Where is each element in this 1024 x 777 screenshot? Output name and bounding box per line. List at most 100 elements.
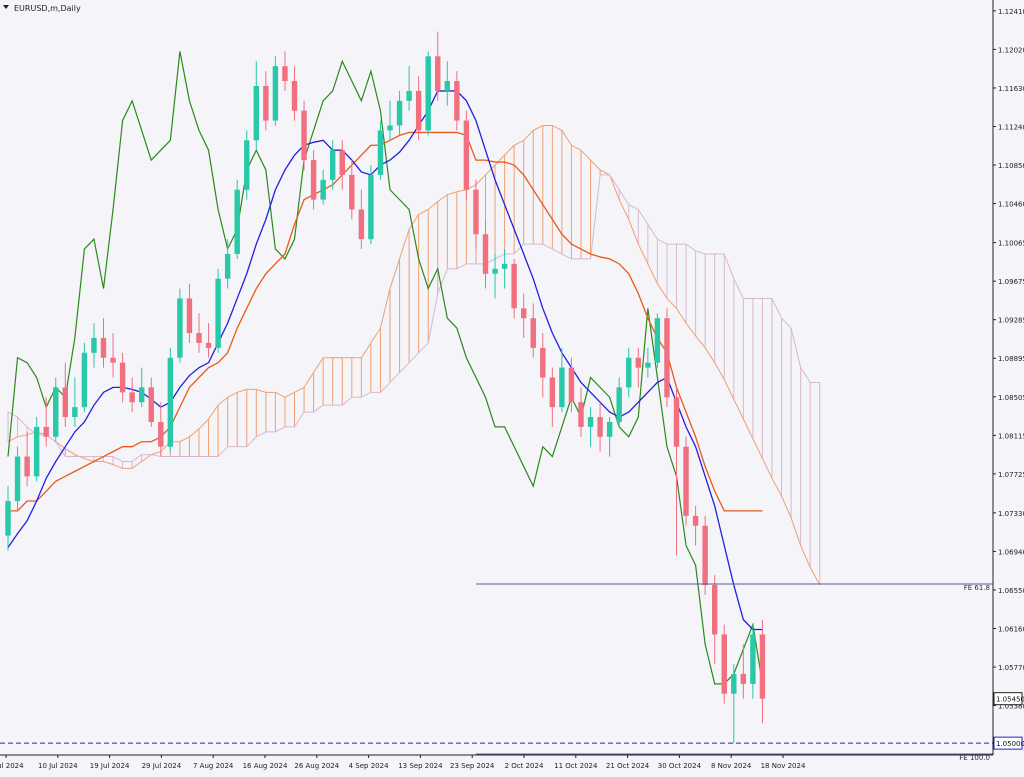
- bull-candle: [492, 268, 498, 274]
- x-tick-label: 8 Nov 2024: [711, 762, 752, 770]
- indicator-lines: [7, 51, 764, 685]
- support-price-label: 1.05000: [996, 740, 1024, 748]
- bear-candle: [740, 673, 747, 684]
- bear-candle: [549, 377, 556, 408]
- current-price-tag: [993, 692, 1023, 706]
- fe-level-label: FE 100.0: [959, 754, 990, 762]
- senkou-span-a-line: [7, 125, 821, 586]
- x-tick-label: 16 Aug 2024: [243, 762, 288, 770]
- y-tick-label: 1.11630: [998, 85, 1024, 93]
- bull-candle: [53, 387, 59, 437]
- bull-candle: [72, 407, 78, 418]
- bear-candle: [158, 421, 164, 447]
- bear-candle: [568, 367, 575, 403]
- bear-candle: [310, 160, 317, 200]
- bear-candle: [196, 333, 202, 343]
- bull-candle: [377, 130, 384, 175]
- bear-candle: [282, 66, 288, 82]
- senkou-span-b-line: [7, 174, 820, 462]
- bull-candle: [750, 634, 756, 684]
- bull-candle: [626, 357, 632, 388]
- bull-candle: [731, 673, 737, 694]
- bear-candle: [148, 387, 154, 422]
- x-tick-label: 23 Sep 2024: [450, 762, 495, 770]
- x-tick-label: 10 Jul 2024: [38, 762, 78, 770]
- bear-candle: [62, 387, 68, 418]
- y-tick-label: 1.06550: [998, 587, 1024, 595]
- bull-candle: [559, 367, 565, 408]
- bear-candle: [119, 362, 126, 393]
- y-tick-label: 1.06940: [998, 548, 1024, 556]
- bull-candle: [33, 426, 40, 477]
- bull-candle: [234, 189, 240, 254]
- bear-candle: [521, 308, 527, 319]
- x-tick-label: 13 Sep 2024: [398, 762, 443, 770]
- bull-candle: [177, 298, 183, 358]
- x-tick-label: 30 Oct 2024: [658, 762, 702, 770]
- bear-candle: [692, 515, 699, 526]
- bull-candle: [91, 337, 97, 353]
- bear-candle: [578, 402, 584, 427]
- bear-candle: [205, 342, 212, 348]
- bear-candle: [511, 263, 517, 309]
- bear-candle: [186, 298, 193, 334]
- x-tick-label: 2 Oct 2024: [505, 762, 544, 770]
- bear-candle: [683, 446, 689, 516]
- bear-candle: [530, 318, 536, 348]
- bear-candle: [673, 397, 680, 447]
- bull-candle: [587, 417, 594, 427]
- y-tick-label: 1.08895: [998, 355, 1024, 363]
- y-tick-label: 1.05770: [998, 664, 1024, 672]
- y-tick-label: 1.08505: [998, 394, 1024, 402]
- bear-candle: [482, 234, 489, 274]
- bear-candle: [721, 634, 727, 694]
- y-tick-label: 1.12020: [998, 46, 1024, 54]
- x-tick-label: 11 Oct 2024: [554, 762, 598, 770]
- bull-candle: [654, 318, 661, 363]
- bear-candle: [110, 357, 116, 363]
- x-tick-label: 18 Nov 2024: [761, 762, 806, 770]
- bull-candle: [320, 179, 326, 200]
- bear-candle: [301, 110, 307, 161]
- bull-candle: [253, 85, 259, 141]
- x-tick-label: 1 Jul 2024: [0, 762, 24, 770]
- bear-candle: [339, 150, 345, 175]
- bear-candle: [540, 347, 546, 378]
- y-tick-label: 1.07330: [998, 510, 1024, 518]
- y-tick-label: 1.10065: [998, 240, 1024, 248]
- y-tick-label: 1.12410: [998, 8, 1024, 16]
- x-tick-label: 21 Oct 2024: [606, 762, 650, 770]
- candles: [5, 31, 766, 744]
- bull-candle: [368, 174, 374, 240]
- bear-candle: [263, 85, 269, 121]
- bear-candle: [43, 426, 49, 437]
- y-tick-label: 1.10460: [998, 201, 1024, 209]
- symbol-label: EURUSD,m,Daily: [14, 4, 81, 13]
- y-tick-label: 1.09675: [998, 278, 1024, 286]
- y-tick-label: 1.11240: [998, 123, 1024, 131]
- x-tick-label: 7 Aug 2024: [193, 762, 234, 770]
- bear-candle: [454, 81, 460, 121]
- bear-candle: [100, 337, 107, 358]
- bear-candle: [435, 56, 441, 91]
- x-tick-label: 26 Aug 2024: [294, 762, 339, 770]
- bull-candle: [645, 362, 651, 368]
- fe-level-label: FE 61.8: [964, 584, 990, 592]
- x-tick-label: 4 Sep 2024: [349, 762, 389, 770]
- horizontal-levels: FE 61.8 FE 100.0: [0, 583, 993, 762]
- collapse-arrow-icon[interactable]: [3, 5, 9, 9]
- bull-candle: [396, 100, 403, 126]
- bull-candle: [5, 501, 11, 536]
- bull-candle: [224, 253, 231, 279]
- bear-candle: [635, 357, 641, 368]
- y-tick-label: 1.06160: [998, 626, 1024, 634]
- tenkan-sen-line: [7, 90, 763, 631]
- bear-candle: [463, 120, 470, 190]
- support-price-tag: [993, 736, 1023, 750]
- y-tick-label: 1.10850: [998, 162, 1024, 170]
- bull-candle: [616, 387, 622, 422]
- bear-candle: [358, 209, 365, 240]
